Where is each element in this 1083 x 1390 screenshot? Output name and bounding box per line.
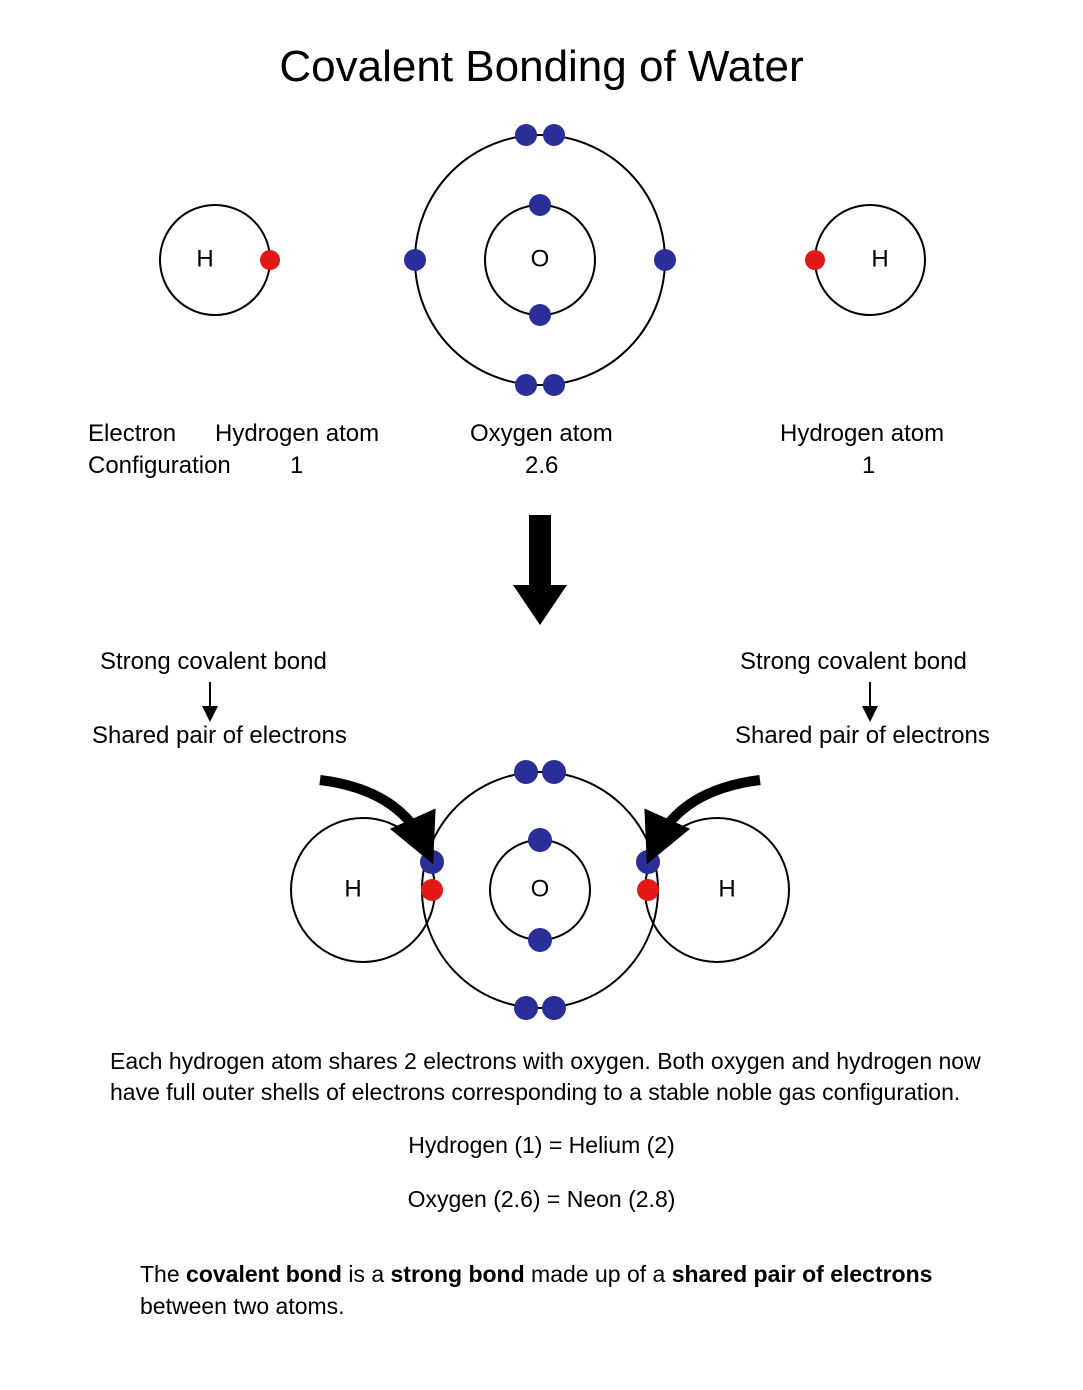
eq-hydrogen: Hydrogen (1) = Helium (2) — [0, 1132, 1083, 1159]
bottom-diagram: HHO — [0, 0, 1083, 1060]
summary-b1: covalent bond — [186, 1261, 342, 1287]
svg-text:H: H — [344, 875, 361, 902]
summary-suffix: between two atoms. — [140, 1293, 345, 1319]
explanation-caption: Each hydrogen atom shares 2 electrons wi… — [110, 1046, 990, 1108]
svg-text:H: H — [718, 875, 735, 902]
summary-mid1: is a — [342, 1261, 391, 1287]
diagram-page: Covalent Bonding of Water HHO Electron C… — [0, 0, 1083, 1390]
summary-b3: shared pair of electrons — [672, 1261, 933, 1287]
summary-prefix: The — [140, 1261, 186, 1287]
caption-line1: Each hydrogen atom shares 2 electrons wi… — [110, 1048, 981, 1074]
eq-oxygen: Oxygen (2.6) = Neon (2.8) — [0, 1186, 1083, 1213]
summary-text: The covalent bond is a strong bond made … — [140, 1258, 960, 1322]
summary-mid2: made up of a — [525, 1261, 672, 1287]
svg-text:O: O — [531, 875, 550, 902]
caption-line2: have full outer shells of electrons corr… — [110, 1079, 960, 1105]
summary-b2: strong bond — [391, 1261, 525, 1287]
